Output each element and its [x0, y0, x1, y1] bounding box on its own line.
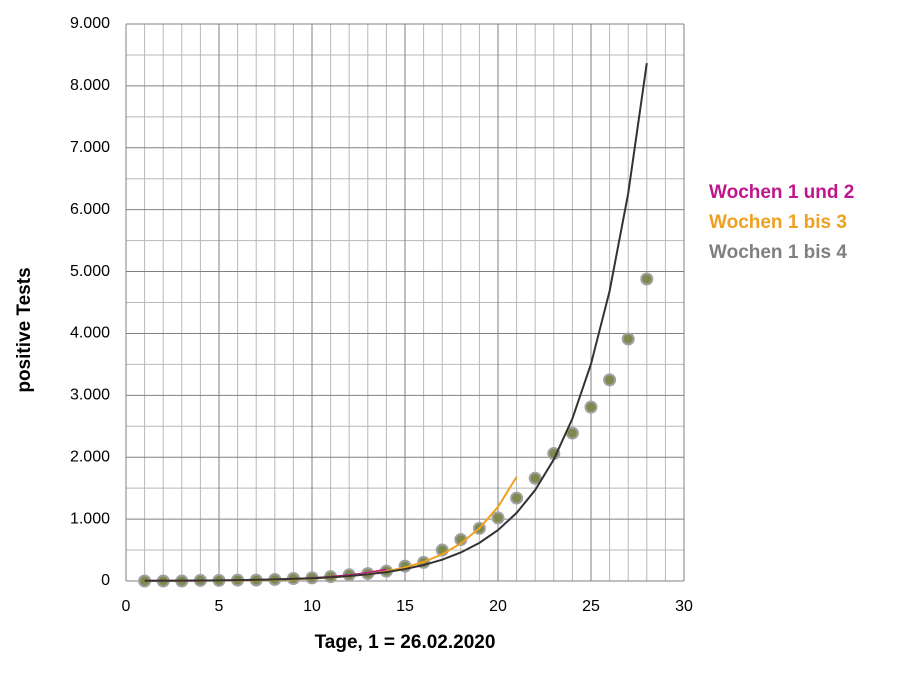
y-tick-label: 7.000	[70, 139, 110, 156]
x-tick-label: 15	[396, 598, 414, 615]
point	[528, 471, 542, 485]
point	[510, 491, 524, 505]
point	[621, 332, 635, 346]
legend-label: Wochen 1 und 2	[709, 182, 854, 203]
y-tick-label: 0	[101, 572, 110, 589]
y-tick-label: 8.000	[70, 77, 110, 94]
point	[491, 511, 505, 525]
y-axis-title: positive Tests	[14, 267, 35, 392]
legend-label: Wochen 1 bis 3	[709, 212, 847, 233]
y-tick-label: 1.000	[70, 510, 110, 527]
y-tick-label: 3.000	[70, 387, 110, 404]
x-tick-label: 30	[675, 598, 693, 615]
x-tick-label: 10	[303, 598, 321, 615]
x-tick-label: 0	[122, 598, 131, 615]
x-tick-label: 5	[215, 598, 224, 615]
x-tick-label: 20	[489, 598, 507, 615]
y-tick-label: 6.000	[70, 201, 110, 218]
y-tick-label: 2.000	[70, 448, 110, 465]
point	[640, 272, 654, 286]
point	[584, 400, 598, 414]
x-axis-title: Tage, 1 = 26.02.2020	[315, 632, 496, 653]
point	[603, 373, 617, 387]
y-tick-label: 9.000	[70, 15, 110, 32]
y-tick-label: 5.000	[70, 263, 110, 280]
x-tick-label: 25	[582, 598, 600, 615]
fit-line	[144, 62, 648, 582]
y-tick-label: 4.000	[70, 325, 110, 342]
legend-label: Wochen 1 bis 4	[709, 242, 847, 263]
